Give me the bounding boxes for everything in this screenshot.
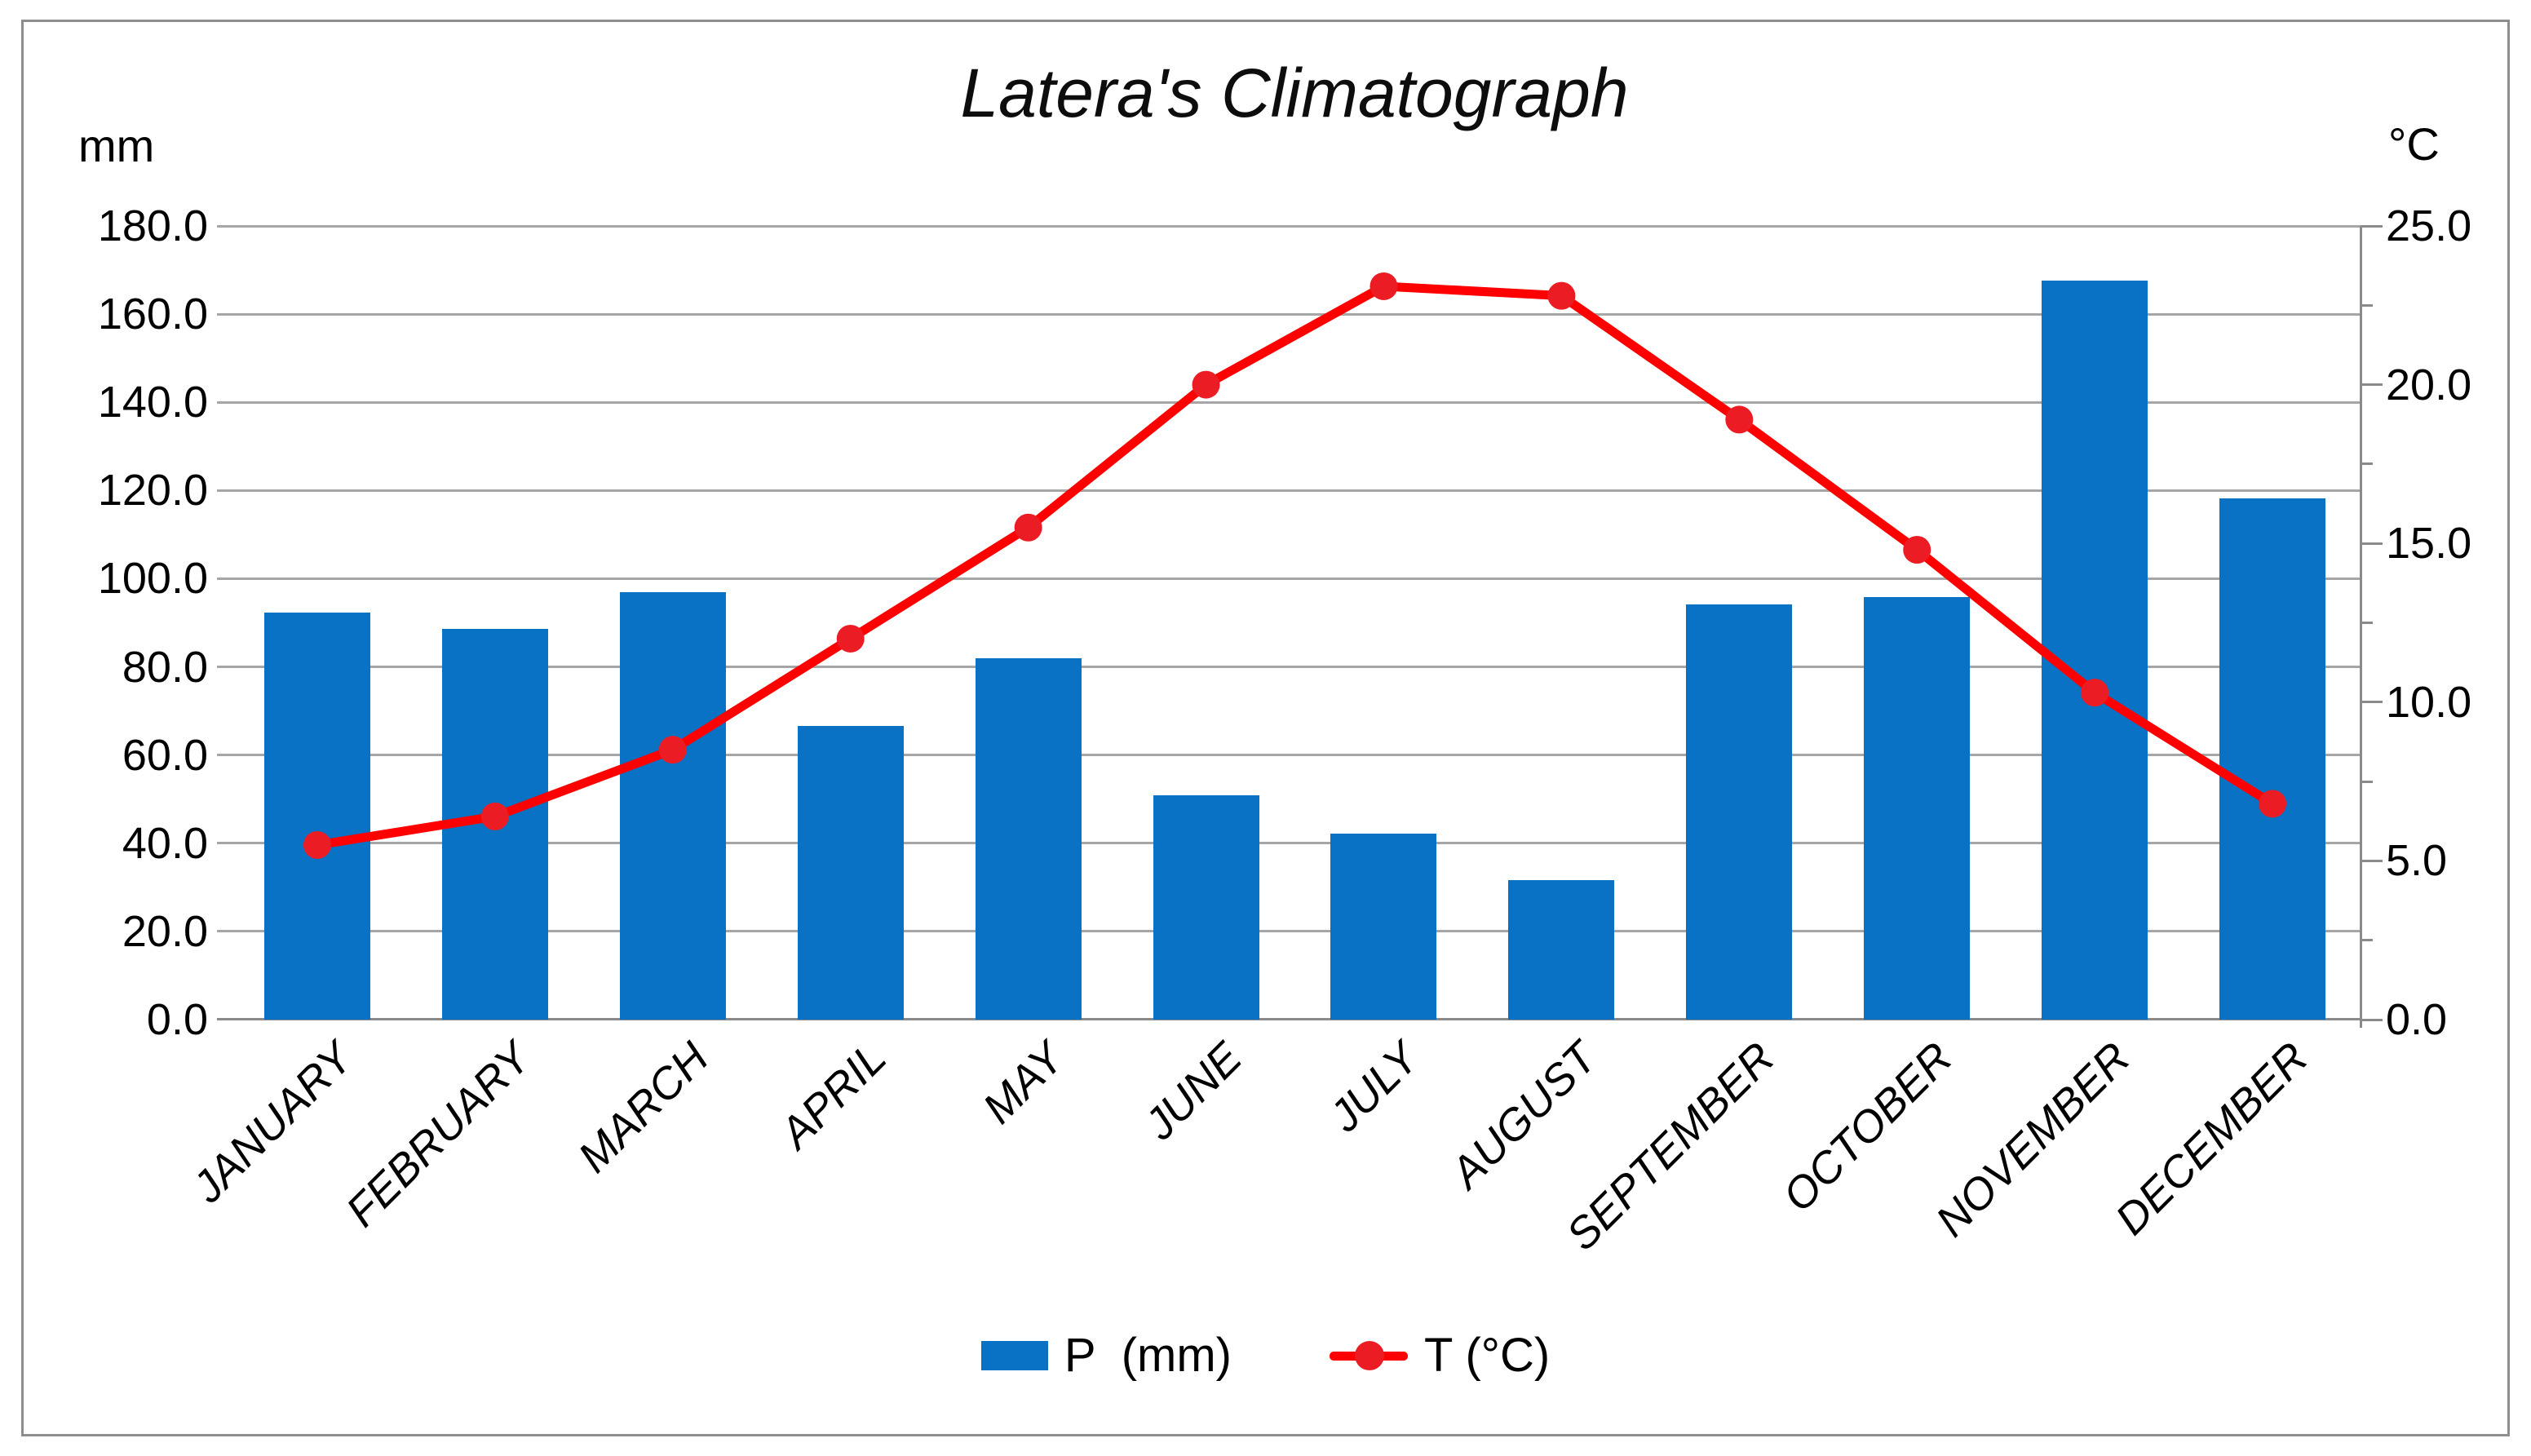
left-axis-tick-label: 0.0: [146, 995, 208, 1044]
gridline: [217, 401, 2361, 404]
left-axis-tick-label: 20.0: [122, 906, 208, 956]
precipitation-bar: [797, 726, 904, 1020]
left-axis-tick-label: 100.0: [97, 554, 208, 604]
chart-border: [21, 20, 2510, 1436]
temperature-point: [836, 624, 865, 653]
left-axis-tick-label: 140.0: [97, 378, 208, 427]
temperature-point: [1725, 405, 1754, 434]
gridline: [217, 489, 2361, 492]
left-axis-tick-label: 160.0: [97, 290, 208, 339]
left-axis-tick-label: 40.0: [122, 818, 208, 868]
temperature-point: [2081, 679, 2109, 707]
legend: P (mm) T (°C): [0, 1328, 2531, 1383]
precipitation-bar: [975, 657, 1082, 1020]
right-axis-major-tick: [2361, 383, 2383, 387]
legend-item-precipitation: P (mm): [980, 1328, 1232, 1383]
right-axis-major-tick: [2361, 224, 2383, 228]
right-axis-tick-label: 10.0: [2386, 677, 2472, 727]
right-axis-tick-label: 25.0: [2386, 201, 2472, 250]
left-axis-tick-label: 120.0: [97, 466, 208, 516]
right-axis-minor-tick: [2361, 462, 2373, 466]
precipitation-bar: [1153, 795, 1259, 1020]
temperature-point: [1192, 370, 1220, 399]
temperature-point: [1369, 272, 1398, 300]
temperature-line-marker-icon: [1329, 1339, 1408, 1372]
gridline: [217, 666, 2361, 669]
precipitation-bar: [2042, 280, 2148, 1020]
temperature-point: [658, 736, 687, 764]
right-axis-unit-label: °C: [2388, 118, 2440, 170]
gridline: [217, 842, 2361, 845]
left-axis-unit-label: mm: [78, 120, 155, 171]
gridline: [217, 224, 2361, 228]
right-axis-major-tick: [2361, 1018, 2383, 1021]
right-axis-major-tick: [2361, 701, 2383, 704]
left-axis-tick-label: 180.0: [97, 201, 208, 250]
precipitation-bar: [1330, 834, 1437, 1020]
category-axis-line: [217, 1018, 2361, 1020]
right-axis-tick-label: 0.0: [2386, 995, 2448, 1044]
right-axis-minor-tick: [2361, 939, 2373, 942]
right-axis-major-tick: [2361, 542, 2383, 545]
temperature-point: [1903, 535, 1931, 564]
temperature-point: [1014, 513, 1042, 542]
precipitation-swatch-icon: [980, 1340, 1048, 1370]
gridline: [217, 577, 2361, 580]
right-axis-minor-tick: [2361, 303, 2373, 307]
chart-title: Latera's Climatograph: [960, 55, 1629, 131]
temperature-point: [2259, 790, 2287, 818]
right-axis-tick-label: 5.0: [2386, 836, 2448, 886]
precipitation-bar: [619, 591, 726, 1020]
right-axis-major-tick: [2361, 859, 2383, 862]
precipitation-bar: [1686, 604, 1793, 1020]
plot-area: [217, 224, 2362, 1028]
left-axis-tick-label: 60.0: [122, 730, 208, 780]
legend-item-temperature: T (°C): [1329, 1328, 1551, 1383]
precipitation-bar: [263, 612, 370, 1020]
gridline: [217, 312, 2361, 316]
legend-precipitation-label: P (mm): [1064, 1329, 1232, 1382]
right-axis-tick-label: 15.0: [2386, 519, 2472, 569]
gridline: [217, 754, 2361, 757]
temperature-point: [480, 802, 509, 830]
temperature-line: [303, 272, 2287, 859]
right-axis-minor-tick: [2361, 622, 2373, 624]
right-axis-tick-label: 20.0: [2386, 360, 2472, 409]
left-axis-tick-label: 80.0: [122, 642, 208, 692]
precipitation-bar: [2219, 498, 2326, 1020]
right-axis-minor-tick: [2361, 780, 2373, 783]
temperature-point: [303, 830, 331, 859]
gridline: [217, 930, 2361, 933]
temperature-point: [1547, 281, 1576, 310]
precipitation-bar: [1508, 880, 1615, 1020]
precipitation-bar: [1864, 596, 1971, 1020]
right-axis-line: [2360, 226, 2362, 1028]
legend-temperature-label: T (°C): [1423, 1329, 1551, 1382]
